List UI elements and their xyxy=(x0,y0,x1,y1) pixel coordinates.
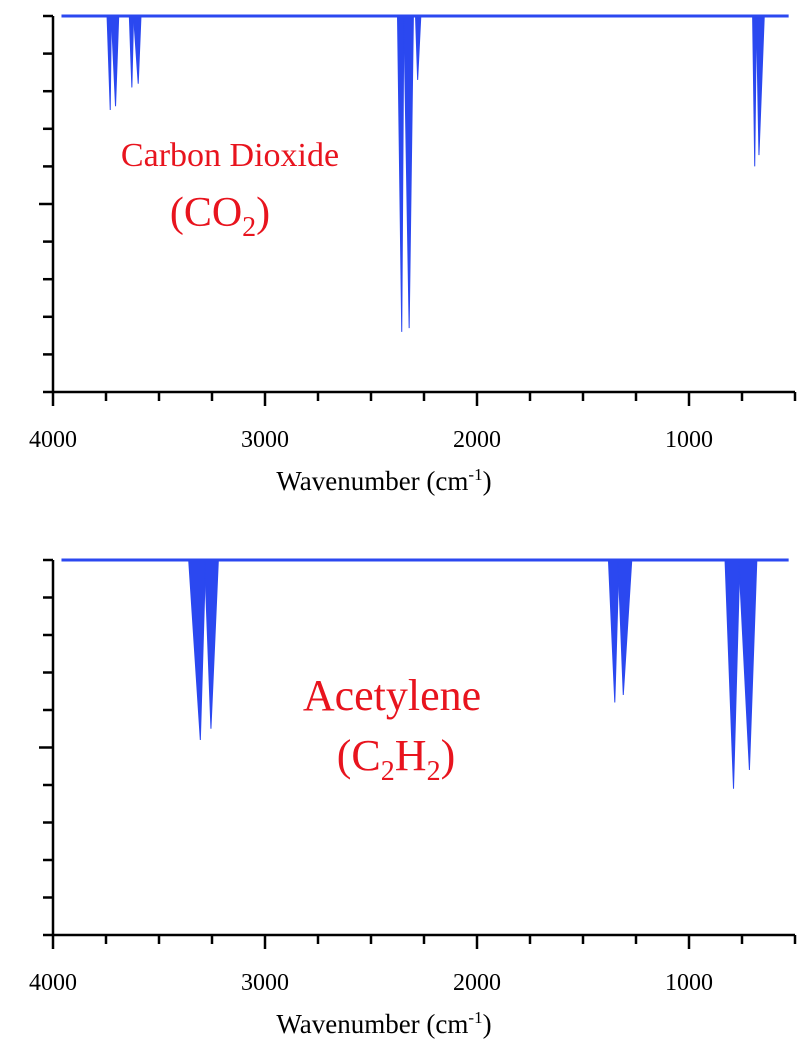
absorption-peak xyxy=(752,15,757,167)
x-axis-title: Wavenumber (cm-1) xyxy=(276,465,491,496)
absorption-peak xyxy=(403,15,414,329)
absorption-peak xyxy=(738,559,758,771)
x-tick-label: 2000 xyxy=(453,970,501,996)
absorption-peak xyxy=(755,15,765,156)
x-tick-label: 2000 xyxy=(453,427,501,453)
absorption-peak xyxy=(188,559,207,741)
absorption-peak xyxy=(133,15,142,84)
absorption-peak xyxy=(204,559,219,729)
spectrum-panel-2: 4000 3000 2000 1000 Wavenumber (cm-1) Acetyle… xyxy=(29,558,797,1039)
absorption-peak xyxy=(110,15,120,107)
absorption-peak xyxy=(128,15,135,88)
absorption-peak xyxy=(607,559,620,703)
compound-name-label: Carbon Dioxide xyxy=(121,137,339,174)
compound-formula-label: (C2H2) xyxy=(337,731,455,787)
x-tick-label: 3000 xyxy=(241,427,289,453)
absorption-peak xyxy=(617,559,633,696)
x-axis-title: Wavenumber (cm-1) xyxy=(276,1008,491,1039)
spectrum-panel-1: 4000 3000 2000 1000 Wavenumber (cm-1) Carbon … xyxy=(29,14,797,496)
x-tick-label: 4000 xyxy=(29,427,77,453)
absorption-peak xyxy=(415,15,422,80)
absorption-peak xyxy=(396,15,405,332)
compound-name-label: Acetylene xyxy=(303,671,481,720)
compound-formula-label: (CO2) xyxy=(170,190,270,243)
x-tick-label: 1000 xyxy=(665,427,713,453)
absorption-peak xyxy=(106,15,112,111)
x-tick-label: 4000 xyxy=(29,970,77,996)
absorption-peak xyxy=(724,559,741,789)
x-tick-label: 1000 xyxy=(665,970,713,996)
x-tick-label: 3000 xyxy=(241,970,289,996)
